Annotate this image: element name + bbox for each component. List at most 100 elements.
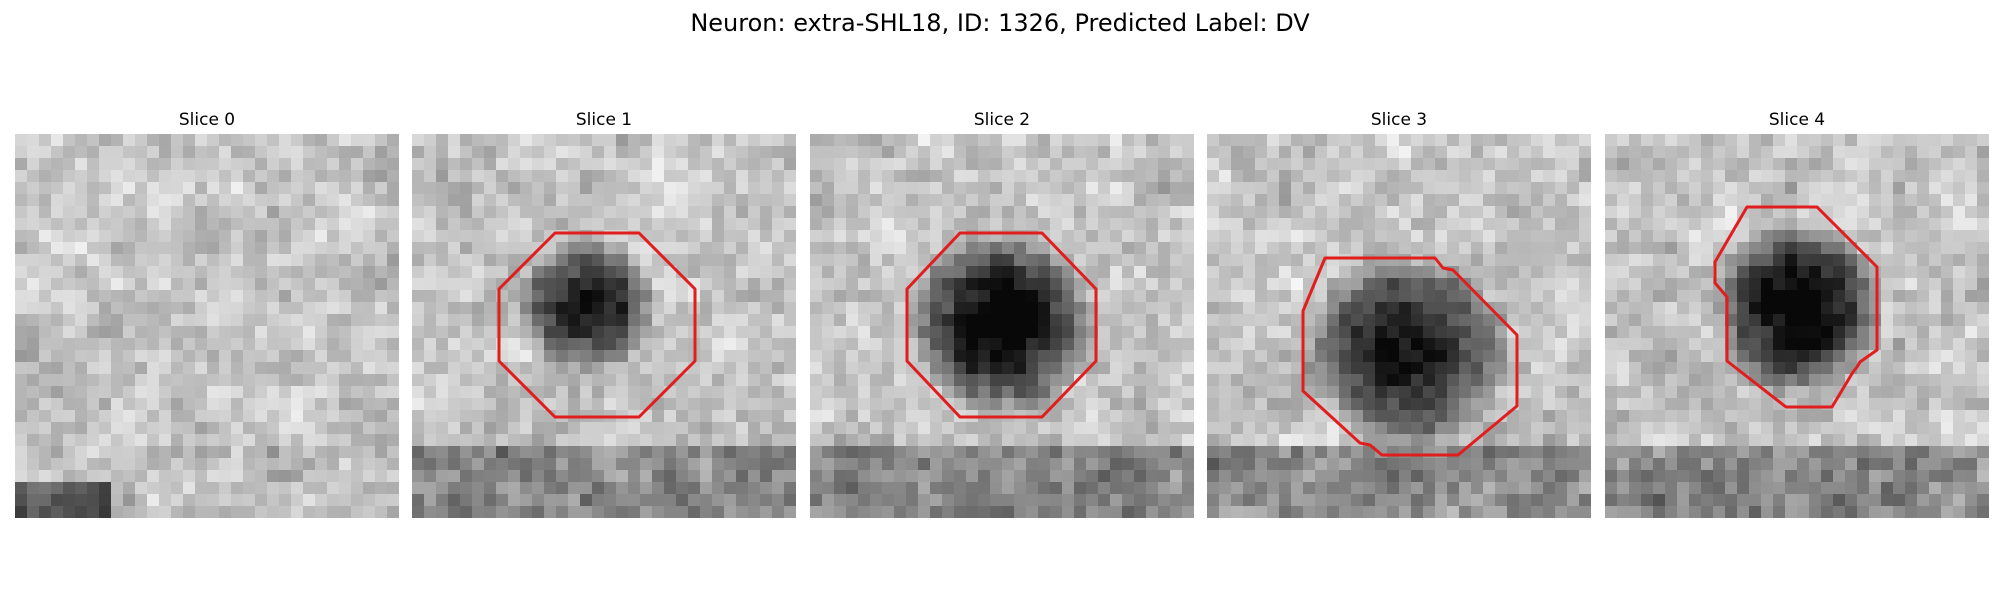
pixel-cell [1905,194,1918,207]
pixel-cell [1219,230,1232,243]
pixel-cell [772,362,785,375]
pixel-cell [1062,158,1075,171]
pixel-cell [1303,470,1316,483]
pixel-cell [966,386,979,399]
pixel-cell [942,434,955,447]
pixel-cell [724,242,737,255]
pixel-cell [822,266,835,279]
pixel-cell [1351,134,1364,147]
pixel-cell [664,482,677,495]
pixel-cell [1255,158,1268,171]
pixel-cell [159,206,172,219]
pixel-cell [1339,494,1352,507]
pixel-cell [1387,338,1400,351]
pixel-cell [135,194,148,207]
pixel-cell [1435,410,1448,423]
pixel-cell [1231,374,1244,387]
pixel-cell [1158,134,1171,147]
pixel-cell [135,470,148,483]
pixel-cell [1965,446,1978,459]
pixel-cell [1122,302,1135,315]
pixel-cell [508,422,521,435]
pixel-cell [39,434,52,447]
pixel-cell [1531,470,1544,483]
pixel-cell [1965,170,1978,183]
pixel-cell [75,134,88,147]
pixel-cell [1303,458,1316,471]
pixel-cell [508,386,521,399]
pixel-cell [906,386,919,399]
pixel-cell [1965,398,1978,411]
pixel-cell [1653,206,1666,219]
pixel-cell [1941,290,1954,303]
pixel-cell [39,290,52,303]
pixel-cell [1605,434,1618,447]
pixel-cell [363,494,376,507]
pixel-cell [1953,374,1966,387]
pixel-cell [1014,278,1027,291]
pixel-cell [1146,206,1159,219]
pixel-cell [195,482,208,495]
pixel-cell [834,314,847,327]
pixel-cell [1110,254,1123,267]
pixel-cell [1146,242,1159,255]
pixel-cell [1519,506,1532,518]
pixel-cell [966,422,979,435]
pixel-cell [1026,218,1039,231]
pixel-cell [1507,470,1520,483]
pixel-cell [508,494,521,507]
pixel-cell [1531,182,1544,195]
pixel-cell [1267,158,1280,171]
pixel-cell [1002,170,1015,183]
pixel-cell [1567,446,1580,459]
pixel-cell [1929,266,1942,279]
pixel-cell [1447,278,1460,291]
pixel-cell [1519,458,1532,471]
pixel-cell [87,242,100,255]
pixel-cell [664,458,677,471]
pixel-cell [315,506,328,518]
pixel-cell [1761,350,1774,363]
pixel-cell [291,494,304,507]
pixel-cell [954,182,967,195]
pixel-cell [1953,350,1966,363]
pixel-cell [1279,278,1292,291]
pixel-cell [1038,482,1051,495]
pixel-cell [195,218,208,231]
pixel-cell [1519,302,1532,315]
pixel-cell [75,458,88,471]
pixel-cell [1833,182,1846,195]
pixel-cell [652,302,665,315]
pixel-cell [231,326,244,339]
pixel-cell [724,314,737,327]
pixel-cell [1351,182,1364,195]
pixel-cell [123,350,136,363]
pixel-cell [822,494,835,507]
pixel-cell [1917,278,1930,291]
pixel-cell [760,446,773,459]
pixel-cell [99,230,112,243]
pixel-cell [1785,218,1798,231]
pixel-cell [1905,398,1918,411]
pixel-cell [1291,470,1304,483]
pixel-cell [1014,326,1027,339]
pixel-cell [1749,374,1762,387]
pixel-cell [351,158,364,171]
pixel-cell [508,398,521,411]
pixel-cell [520,218,533,231]
pixel-cell [1809,242,1822,255]
pixel-cell [1677,278,1690,291]
pixel-cell [834,206,847,219]
pixel-cell [1435,206,1448,219]
pixel-cell [990,362,1003,375]
pixel-cell [1941,230,1954,243]
pixel-cell [544,338,557,351]
pixel-cell [303,470,316,483]
pixel-cell [1821,314,1834,327]
pixel-cell [339,326,352,339]
pixel-cell [484,182,497,195]
pixel-cell [99,422,112,435]
pixel-cell [1243,398,1256,411]
pixel-cell [1146,254,1159,267]
pixel-cell [616,398,629,411]
